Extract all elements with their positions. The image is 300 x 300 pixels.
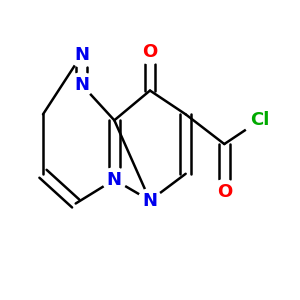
Text: N: N — [74, 76, 89, 94]
Circle shape — [244, 104, 276, 136]
Circle shape — [70, 43, 94, 67]
Circle shape — [102, 168, 126, 192]
Text: O: O — [217, 183, 232, 201]
Text: N: N — [74, 46, 89, 64]
Text: N: N — [142, 191, 158, 209]
Circle shape — [212, 180, 236, 203]
Text: O: O — [142, 43, 158, 61]
Circle shape — [70, 73, 94, 97]
Text: N: N — [107, 171, 122, 189]
Circle shape — [138, 189, 162, 212]
Circle shape — [138, 40, 162, 64]
Text: Cl: Cl — [250, 111, 270, 129]
